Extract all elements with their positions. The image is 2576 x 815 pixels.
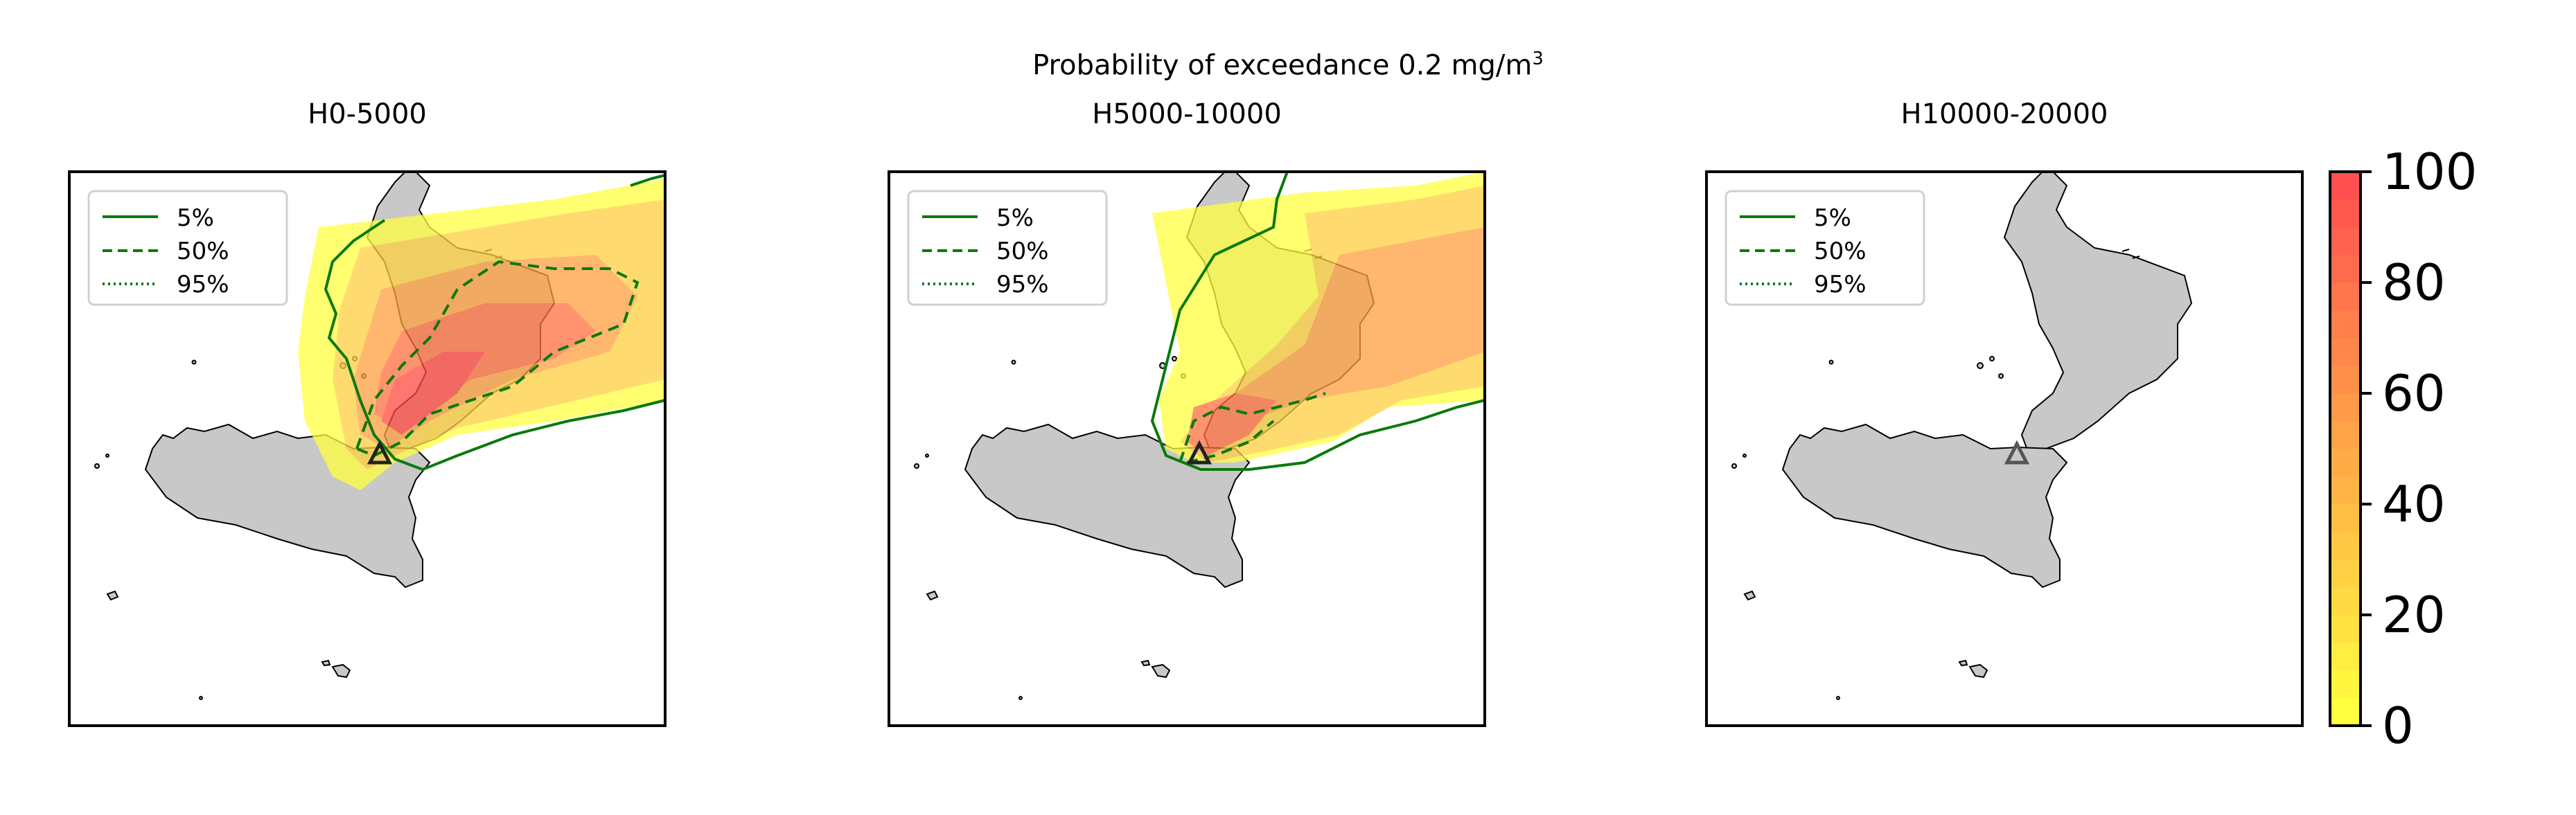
colorbar-step xyxy=(2330,199,2361,228)
source-triangle-3 xyxy=(2004,440,2030,465)
legend-label: 95% xyxy=(177,271,229,298)
probability-field-1 xyxy=(298,179,665,490)
map-panel-2: 5% 50% 95% xyxy=(888,170,1486,727)
colorbar: 0 20 40 60 80 100 xyxy=(2329,143,2477,755)
colorbar-tick-label: 20 xyxy=(2382,586,2446,644)
colorbar-step xyxy=(2330,421,2361,449)
colorbar-step xyxy=(2330,310,2361,339)
colorbar-step xyxy=(2330,587,2361,616)
colorbar-step xyxy=(2330,255,2361,283)
legend-label: 95% xyxy=(996,271,1049,298)
source-triangle-2 xyxy=(1186,440,1212,465)
colorbar-tick-label: 100 xyxy=(2382,143,2477,201)
colorbar-step xyxy=(2330,504,2361,532)
colorbar-tick-label: 0 xyxy=(2382,697,2414,755)
colorbar-step xyxy=(2330,227,2361,256)
panel-title-1: H0-5000 xyxy=(308,98,427,130)
panel-title-3: H10000-20000 xyxy=(1900,98,2108,130)
map-panel-1: 5% 50% 95% xyxy=(68,170,667,727)
colorbar-step xyxy=(2330,476,2361,505)
figure-title: Probability of exceedance 0.2 mg/m3 xyxy=(1032,48,1544,82)
colorbar-step xyxy=(2330,559,2361,588)
colorbar-step xyxy=(2330,366,2361,394)
colorbar-steps xyxy=(2330,172,2361,726)
colorbar-step xyxy=(2330,172,2361,200)
legend-label: 50% xyxy=(177,238,229,265)
colorbar-tick-label: 60 xyxy=(2382,364,2446,422)
contours-2 xyxy=(1150,171,1485,471)
legend-label: 5% xyxy=(996,204,1034,232)
legend-label: 50% xyxy=(996,238,1049,265)
legend-3: 5% 50% 95% xyxy=(1724,190,1925,306)
colorbar-step xyxy=(2330,338,2361,366)
colorbar-step xyxy=(2330,449,2361,477)
colorbar-step xyxy=(2330,532,2361,560)
legend-label: 5% xyxy=(177,204,214,232)
colorbar-tick-label: 80 xyxy=(2382,253,2446,312)
colorbar-ticks: 0 20 40 60 80 100 xyxy=(2361,143,2477,755)
legend-label: 5% xyxy=(1814,204,1851,232)
colorbar-tick-label: 40 xyxy=(2382,475,2446,533)
colorbar-step xyxy=(2330,670,2361,699)
colorbar-step xyxy=(2330,698,2361,726)
colorbar-step xyxy=(2330,283,2361,311)
legend-1: 5% 50% 95% xyxy=(87,190,288,306)
source-triangle-1 xyxy=(367,440,393,465)
colorbar-step xyxy=(2330,615,2361,643)
panel-title-2: H5000-10000 xyxy=(1092,98,1282,130)
map-panel-3: 5% 50% 95% xyxy=(1705,170,2304,727)
legend-label: 95% xyxy=(1814,271,1867,298)
legend-label: 50% xyxy=(1814,238,1867,265)
colorbar-step xyxy=(2330,643,2361,671)
colorbar-step xyxy=(2330,393,2361,422)
contours-1 xyxy=(324,174,666,472)
legend-2: 5% 50% 95% xyxy=(907,190,1108,306)
